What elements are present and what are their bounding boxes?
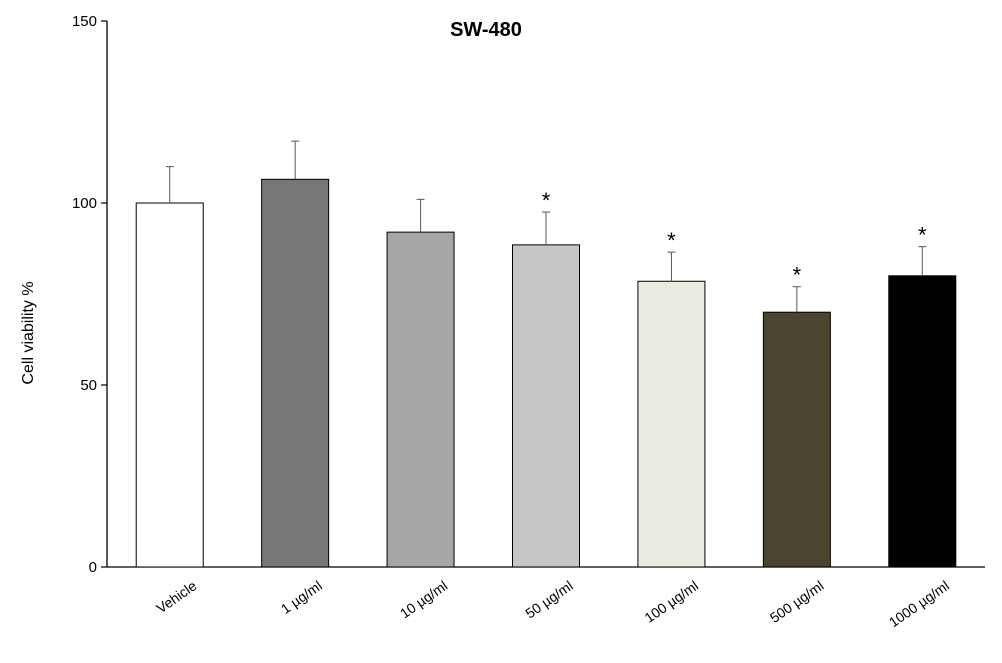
bar-0 xyxy=(135,202,204,568)
bar-5 xyxy=(762,311,831,568)
bar-6 xyxy=(888,275,957,568)
y-tick-label: 0 xyxy=(89,559,97,576)
y-tick-label: 150 xyxy=(72,13,97,30)
significance-marker-5: * xyxy=(793,263,802,288)
bars: * * * * xyxy=(135,140,957,568)
x-tick-label-3: 50 µg/ml xyxy=(522,577,575,621)
significance-marker-4: * xyxy=(667,228,676,253)
x-tick-label-2: 10 µg/ml xyxy=(397,577,450,621)
bar-1 xyxy=(261,178,330,568)
x-tick-label-5: 500 µg/ml xyxy=(767,577,827,626)
x-tick-label-4: 100 µg/ml xyxy=(641,577,701,626)
significance-marker-6: * xyxy=(918,223,927,248)
y-axis-label: Cell viability % xyxy=(20,281,37,384)
y-tick-labels: 0 50 100 150 xyxy=(72,13,107,576)
x-tick-label-6: 1000 µg/ml xyxy=(886,577,952,630)
x-tick-label-0: Vehicle xyxy=(153,577,199,616)
bar-4 xyxy=(637,280,706,568)
y-tick-label: 100 xyxy=(72,195,97,212)
y-tick-label: 50 xyxy=(80,377,97,394)
bar-2 xyxy=(386,231,455,568)
x-tick-labels: Vehicle 1 µg/ml 10 µg/ml 50 µg/ml 100 µg/ml 5… xyxy=(153,577,952,630)
chart-title: SW-480 xyxy=(450,19,522,41)
x-tick-label-1: 1 µg/ml xyxy=(278,577,325,617)
bar-3 xyxy=(512,244,580,568)
significance-marker-3: * xyxy=(542,188,551,213)
